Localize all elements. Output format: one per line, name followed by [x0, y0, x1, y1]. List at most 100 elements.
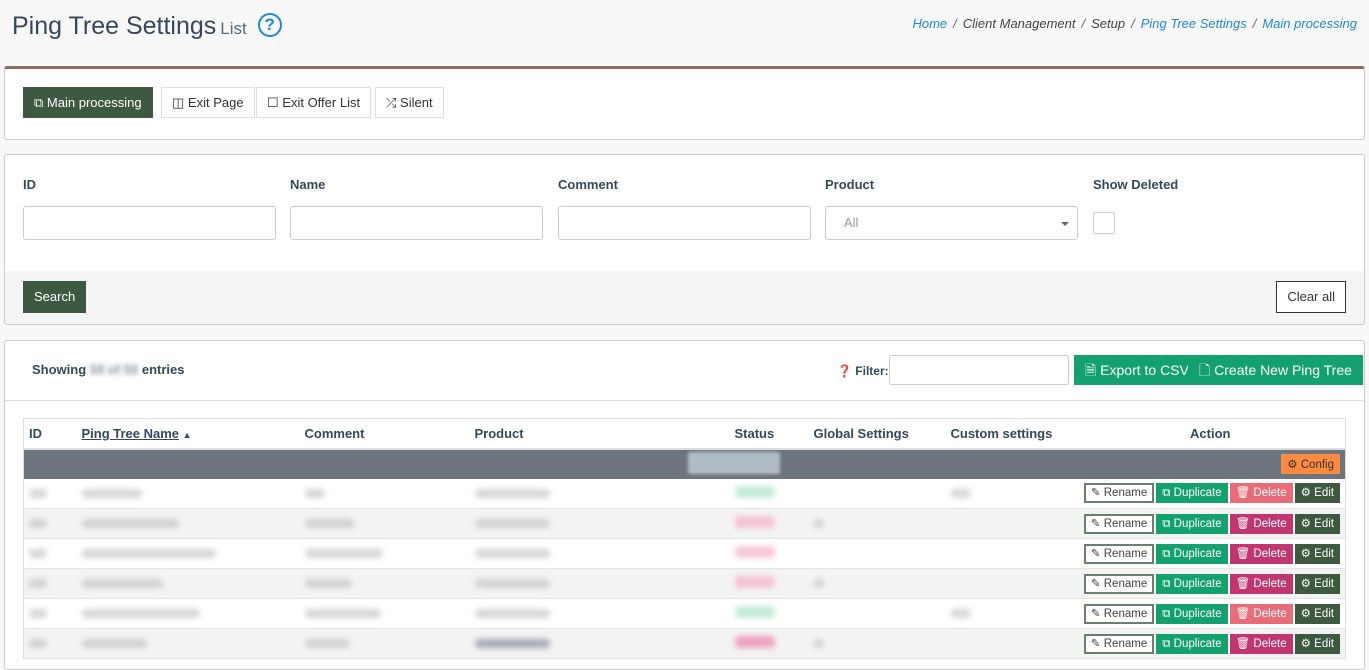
clear-all-button[interactable]: Clear all	[1276, 281, 1346, 313]
tabs-card: ⧉ Main processing ◫ Exit Page ☐ Exit Off…	[4, 66, 1365, 140]
export-csv-button[interactable]: 🗎 Export to CSV	[1074, 355, 1200, 385]
trash-icon: 🗑	[1235, 487, 1251, 500]
edit-icon: ✎	[1090, 637, 1101, 650]
delete-button[interactable]: 🗑 Delete	[1229, 543, 1293, 564]
delete-button[interactable]: 🗑 Delete	[1229, 603, 1293, 624]
tab-exit-offer-list[interactable]: ☐ Exit Offer List	[256, 87, 372, 118]
rename-button[interactable]: ✎ Rename	[1083, 483, 1155, 504]
rename-button[interactable]: ✎ Rename	[1083, 513, 1155, 534]
name-label: Name	[290, 177, 326, 192]
question-circle-icon: ❓	[837, 364, 852, 378]
table-row: ✎ Rename ⧉ Duplicate 🗑 Delete ⚙ Edit	[23, 538, 1346, 569]
delete-button[interactable]: 🗑 Delete	[1229, 483, 1293, 504]
copy-icon: ⧉	[1162, 517, 1171, 530]
delete-button[interactable]: 🗑 Delete	[1229, 513, 1293, 534]
edit-button[interactable]: ⚙ Edit	[1294, 633, 1340, 654]
sort-asc-icon: ▲	[182, 429, 192, 440]
rename-button[interactable]: ✎ Rename	[1083, 633, 1155, 654]
showing-entries: Showing 58 of 58 entries	[32, 362, 185, 377]
delete-button[interactable]: 🗑 Delete	[1229, 633, 1293, 654]
product-label: Product	[825, 177, 875, 192]
edit-icon: ✎	[1090, 577, 1101, 590]
delete-button[interactable]: 🗑 Delete	[1229, 573, 1293, 594]
file-plus-icon: 🗋	[1199, 362, 1211, 378]
create-ping-tree-button[interactable]: 🗋 Create New Ping Tree	[1188, 355, 1363, 385]
search-button[interactable]: Search	[23, 281, 87, 313]
edit-button[interactable]: ⚙ Edit	[1294, 513, 1340, 534]
col-ping-tree-name[interactable]: Ping Tree Name ▲	[76, 418, 300, 450]
list-card: Showing 58 of 58 entries ❓ Filter: 🗎 Exp…	[4, 340, 1365, 670]
id-label: ID	[23, 177, 36, 192]
col-product[interactable]: Product	[469, 418, 730, 450]
edit-button[interactable]: ⚙ Edit	[1294, 483, 1340, 504]
filter-input[interactable]	[889, 355, 1069, 385]
col-status[interactable]: Status	[729, 418, 809, 450]
table-row: ✎ Rename ⧉ Duplicate 🗑 Delete ⚙ Edit	[23, 508, 1346, 539]
trash-icon: 🗑	[1235, 517, 1251, 530]
file-excel-icon: 🗎	[1085, 362, 1097, 378]
product-select[interactable]: All	[825, 206, 1078, 240]
page-subtitle: List	[220, 19, 247, 38]
breadcrumb: Home / Client Management / Setup / Ping Tree S…	[912, 16, 1357, 31]
col-comment[interactable]: Comment	[299, 418, 470, 450]
gear-icon: ⚙	[1300, 487, 1311, 500]
trash-icon: 🗑	[1235, 577, 1251, 590]
edit-icon: ✎	[1090, 547, 1101, 560]
gear-icon: ⚙	[1300, 607, 1311, 620]
breadcrumb-setup: Setup	[1091, 16, 1126, 31]
copy-icon: ⧉	[1162, 577, 1171, 590]
breadcrumb-ping-tree-settings[interactable]: Ping Tree Settings	[1140, 16, 1247, 31]
columns-icon: ◫	[172, 95, 185, 110]
gear-icon: ⚙	[1300, 637, 1311, 650]
shuffle-icon: ⤮	[386, 95, 397, 110]
comment-label: Comment	[558, 177, 618, 192]
gear-icon: ⚙	[1300, 547, 1311, 560]
col-custom-settings[interactable]: Custom settings	[945, 418, 1076, 450]
trash-icon: 🗑	[1235, 547, 1251, 560]
copy-icon: ⧉	[1162, 487, 1171, 500]
external-link-icon: ⧉	[34, 95, 44, 110]
ping-tree-table: ID Ping Tree Name ▲ Comment Product Stat…	[23, 418, 1346, 659]
copy-icon: ⧉	[1162, 607, 1171, 620]
show-deleted-checkbox[interactable]	[1093, 212, 1115, 234]
duplicate-button[interactable]: ⧉ Duplicate	[1156, 573, 1228, 594]
copy-icon: ⧉	[1162, 547, 1171, 560]
breadcrumb-main-processing[interactable]: Main processing	[1262, 16, 1357, 31]
tab-exit-page[interactable]: ◫ Exit Page	[161, 87, 255, 118]
breadcrumb-client-management: Client Management	[962, 16, 1076, 31]
col-id[interactable]: ID	[23, 418, 77, 450]
edit-icon: ✎	[1090, 517, 1101, 530]
table-row: ✎ Rename ⧉ Duplicate 🗑 Delete ⚙ Edit	[23, 628, 1346, 659]
duplicate-button[interactable]: ⧉ Duplicate	[1156, 603, 1228, 624]
duplicate-button[interactable]: ⧉ Duplicate	[1156, 483, 1228, 504]
config-button[interactable]: ⚙ Config	[1281, 454, 1340, 474]
filter-card: ID Name Comment Product Show Deleted All…	[4, 154, 1365, 325]
gear-icon: ⚙	[1300, 517, 1311, 530]
edit-icon: ✎	[1090, 487, 1101, 500]
id-input[interactable]	[23, 206, 276, 240]
rename-button[interactable]: ✎ Rename	[1083, 543, 1155, 564]
col-global-settings[interactable]: Global Settings	[808, 418, 946, 450]
breadcrumb-home[interactable]: Home	[912, 16, 948, 31]
duplicate-button[interactable]: ⧉ Duplicate	[1156, 513, 1228, 534]
rename-button[interactable]: ✎ Rename	[1083, 603, 1155, 624]
trash-icon: 🗑	[1235, 637, 1251, 650]
show-deleted-label: Show Deleted	[1093, 177, 1179, 192]
tab-silent[interactable]: ⤮ Silent	[375, 87, 444, 118]
comment-input[interactable]	[558, 206, 811, 240]
copy-icon: ⧉	[1162, 637, 1171, 650]
edit-button[interactable]: ⚙ Edit	[1294, 543, 1340, 564]
table-row: ✎ Rename ⧉ Duplicate 🗑 Delete ⚙ Edit	[23, 478, 1346, 509]
tab-main-processing[interactable]: ⧉ Main processing	[23, 87, 153, 118]
edit-button[interactable]: ⚙ Edit	[1294, 573, 1340, 594]
question-circle-icon[interactable]: ?	[257, 13, 282, 37]
edit-button[interactable]: ⚙ Edit	[1294, 603, 1340, 624]
duplicate-button[interactable]: ⧉ Duplicate	[1156, 543, 1228, 564]
name-input[interactable]	[290, 206, 543, 240]
table-row: ✎ Rename ⧉ Duplicate 🗑 Delete ⚙ Edit	[23, 568, 1346, 599]
filter-footer: Search Clear all	[5, 271, 1364, 324]
edit-icon: ✎	[1090, 607, 1101, 620]
rename-button[interactable]: ✎ Rename	[1083, 573, 1155, 594]
duplicate-button[interactable]: ⧉ Duplicate	[1156, 633, 1228, 654]
filter-label: ❓ Filter:	[837, 364, 889, 378]
